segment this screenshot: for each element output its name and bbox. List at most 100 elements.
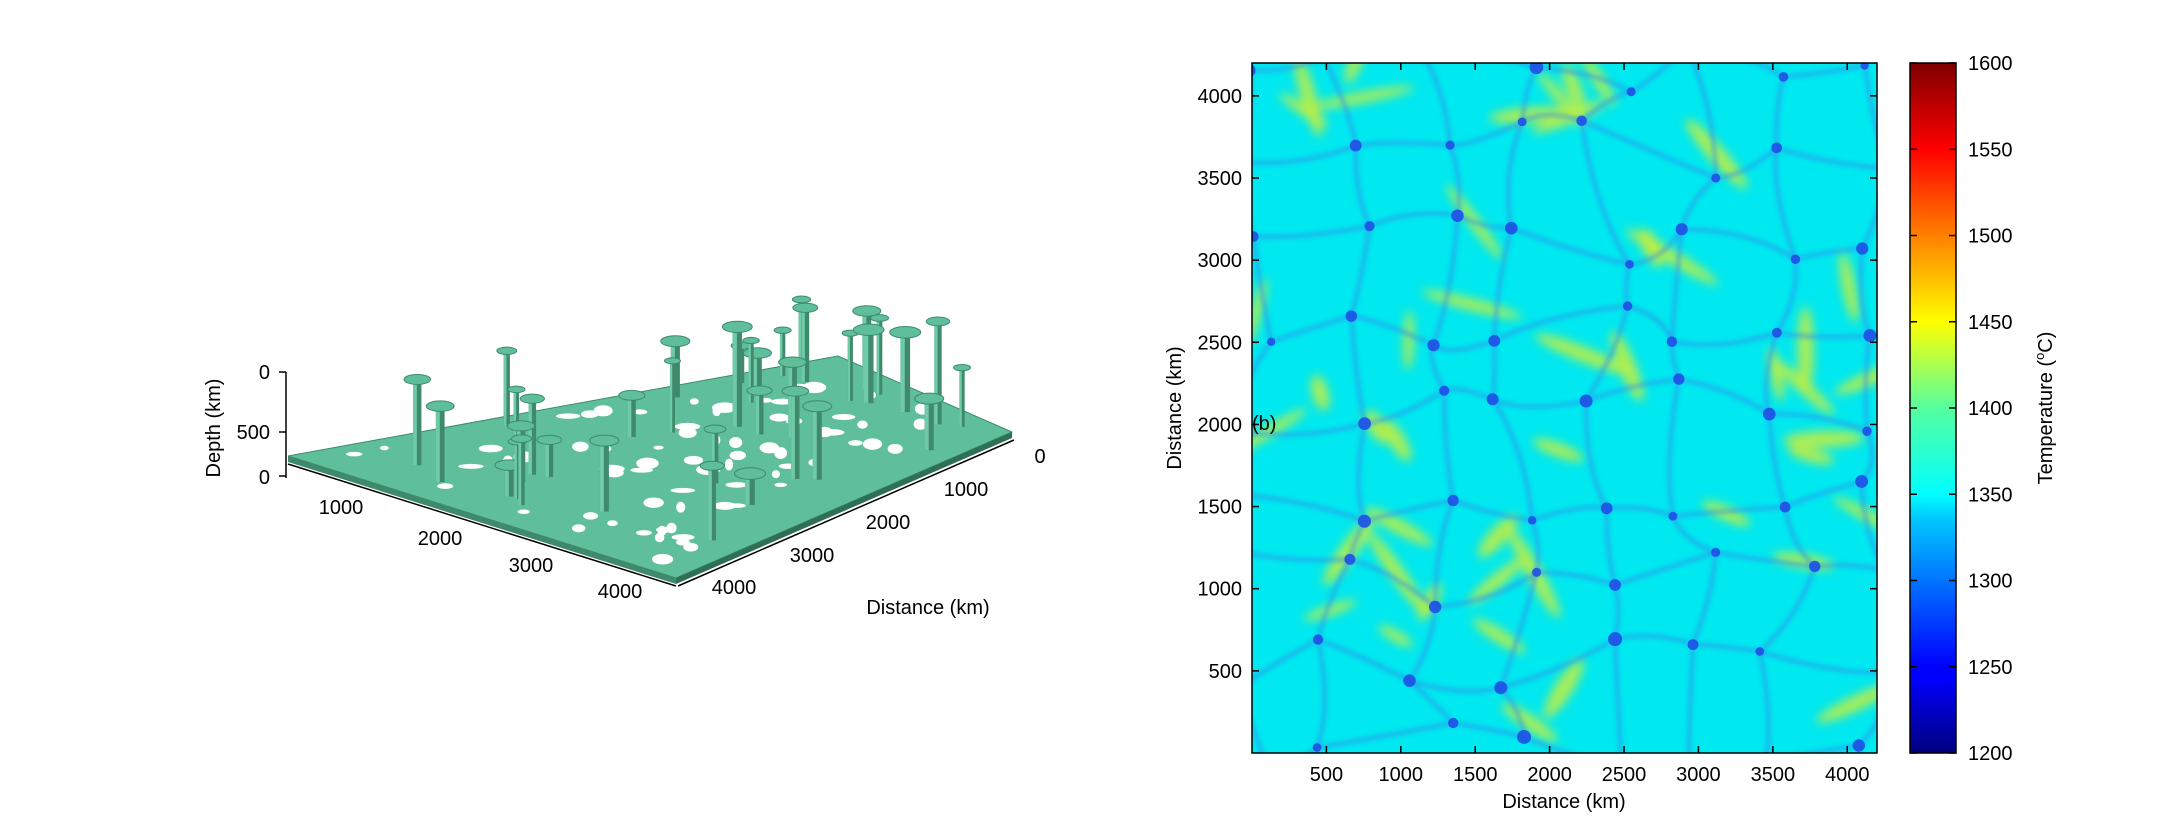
- cold-spot: [1486, 393, 1499, 406]
- panel-temperature-map: 500 1000 1500 2000 2500 3000 3500 4000 500 1000 1…: [1164, 53, 2057, 813]
- warm-streak: [1304, 600, 1357, 621]
- cold-boundary: [1252, 552, 1350, 562]
- isosurface-plume: [663, 357, 681, 433]
- isosurface-hole: [713, 501, 737, 510]
- cold-boundary: [1774, 76, 1785, 148]
- map-y-tick-label: 1500: [1198, 497, 1243, 519]
- isosurface-plumes: [403, 295, 971, 541]
- plume-highlight: [791, 391, 795, 479]
- cold-boundary: [1681, 227, 1797, 261]
- cold-spot: [1262, 768, 1275, 781]
- cold-boundary: [1493, 304, 1628, 343]
- plume-head: [721, 320, 753, 333]
- plume-stem: [959, 367, 965, 427]
- isosurface-plume: [746, 385, 773, 435]
- isosurface-hole: [653, 445, 664, 450]
- plume-stem: [545, 439, 554, 478]
- cold-spot: [1600, 502, 1613, 515]
- warm-streak: [1543, 658, 1584, 719]
- isosurface-base-side: [676, 432, 1012, 584]
- colorbar-tick-label: 1550: [1968, 139, 2013, 161]
- cold-spot: [1608, 632, 1623, 647]
- colorbar-tick-label: 1200: [1968, 743, 2013, 765]
- cold-boundary: [1667, 378, 1681, 517]
- isosurface-hole: [759, 442, 780, 454]
- plume-highlight: [924, 398, 929, 451]
- cold-spot: [1882, 164, 1891, 173]
- isosurface-hole: [632, 409, 648, 415]
- plume-stem: [670, 341, 680, 398]
- plume-highlight: [753, 353, 757, 393]
- isosurface-hole: [346, 451, 363, 457]
- warm-streak: [1367, 531, 1428, 616]
- map-x-tick-label: 2000: [1527, 764, 1572, 786]
- cold-boundary: [1536, 570, 1616, 587]
- cold-boundary: [1764, 332, 1779, 415]
- cold-spot: [1448, 717, 1459, 729]
- cold-boundary: [1349, 225, 1371, 317]
- isosurface-hole: [729, 437, 743, 448]
- map-y-tick-label: 2500: [1198, 332, 1243, 354]
- cold-boundary: [1585, 377, 1680, 403]
- cold-boundary: [1317, 638, 1411, 683]
- cold-boundary: [1758, 565, 1817, 653]
- cold-boundary: [1715, 146, 1778, 180]
- plume-highlight: [503, 350, 507, 426]
- cold-boundary: [1349, 557, 1437, 609]
- cold-boundary: [1758, 651, 1771, 753]
- plume-highlight: [711, 429, 715, 484]
- plume-head: [746, 385, 773, 396]
- isosurface-plume: [699, 460, 725, 541]
- plume-highlight: [755, 390, 760, 435]
- isosurface-plume: [510, 434, 533, 506]
- cold-boundary: [1448, 144, 1461, 216]
- isosurface-hole: [676, 501, 686, 513]
- plume-highlight: [798, 299, 802, 369]
- cold-spot: [1517, 117, 1527, 127]
- plume-highlight: [435, 406, 440, 483]
- plume-head: [914, 392, 945, 405]
- isosurface-hole: [862, 438, 883, 450]
- isosurface-hole: [572, 441, 589, 452]
- plume-head: [660, 335, 691, 348]
- cold-boundary: [1364, 498, 1454, 523]
- map-x-tick-label: 1500: [1453, 764, 1498, 786]
- isosurface-hole: [636, 457, 659, 470]
- cold-boundary: [1671, 331, 1778, 347]
- cold-boundary: [1435, 571, 1538, 609]
- cold-boundary: [1580, 120, 1631, 266]
- plume-head: [519, 393, 545, 404]
- plume-highlight: [748, 340, 751, 403]
- cold-boundary: [1253, 224, 1370, 239]
- map-x-tick-label: 3000: [1676, 764, 1721, 786]
- isosurface-plume: [703, 424, 727, 484]
- cold-boundary: [1252, 340, 1273, 375]
- warm-streak: [1839, 252, 1859, 323]
- isosurface-hole: [848, 440, 863, 446]
- plume-highlight: [669, 360, 673, 433]
- colorbar-tick-label: 1250: [1968, 657, 2013, 679]
- isosurface-hole: [689, 398, 699, 405]
- isosurface-hole: [724, 458, 734, 471]
- plume-stem: [711, 429, 719, 484]
- warm-streak: [1473, 618, 1526, 653]
- colorbar-label-unit: C): [2035, 332, 2057, 353]
- isosurface-hole: [380, 445, 389, 451]
- cold-spot: [1622, 301, 1633, 311]
- isosurface-hole: [478, 444, 503, 453]
- plume-highlight: [900, 332, 905, 413]
- map-x-tick-label: 4000: [1825, 764, 1870, 786]
- cold-boundary: [1754, 63, 1785, 79]
- map-y-tick-label: 3000: [1198, 250, 1243, 272]
- cold-boundary: [1316, 558, 1352, 640]
- panel-label-b: (b): [1252, 413, 1276, 435]
- cold-boundary: [1630, 63, 1671, 94]
- plume-stem: [863, 329, 874, 404]
- cold-spot: [1312, 634, 1324, 645]
- plume-head: [953, 363, 971, 372]
- plume-stem: [599, 440, 609, 512]
- cold-spot: [1447, 494, 1459, 507]
- isosurface-plume: [914, 392, 945, 451]
- cold-boundary: [1499, 571, 1539, 689]
- cold-boundary: [1368, 211, 1458, 228]
